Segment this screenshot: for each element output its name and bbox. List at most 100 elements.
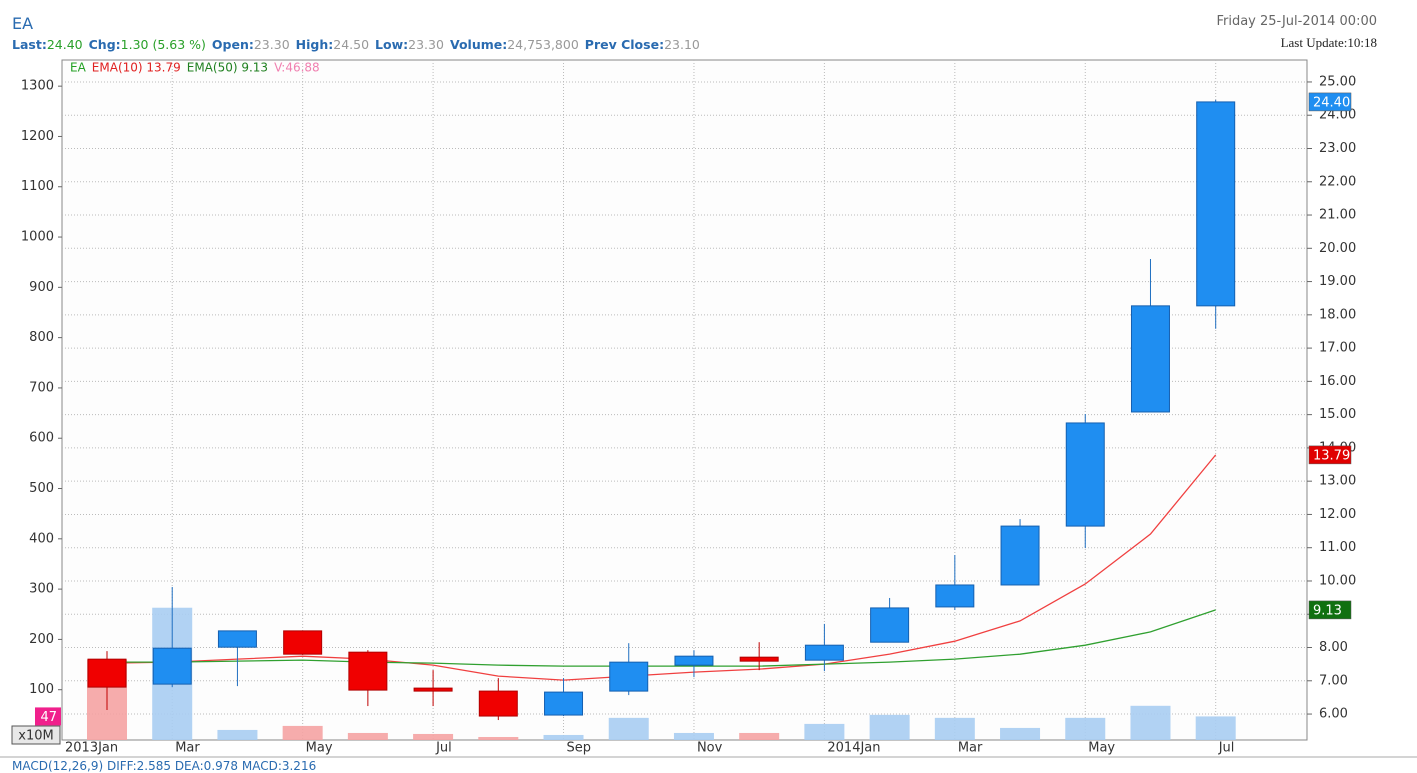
stat-label: Chg: <box>88 37 121 52</box>
y-tick-label: 22.00 <box>1319 174 1356 189</box>
x-tick-label: 2013Jan <box>65 741 118 756</box>
y-tick-label: 23.00 <box>1319 141 1356 156</box>
y-tick-label: 17.00 <box>1319 341 1356 356</box>
y-tick-label: 19.00 <box>1319 274 1356 289</box>
y2-tick-label: 300 <box>29 582 54 597</box>
candle-body <box>674 655 714 666</box>
volume-bar <box>934 717 975 740</box>
unit-box <box>11 725 61 745</box>
candle-body <box>152 647 192 685</box>
y-tick-label: 15.00 <box>1319 407 1356 422</box>
y-tick-label: 16.00 <box>1319 374 1356 389</box>
y-tick-label: 6.00 <box>1319 707 1348 722</box>
candle-body <box>348 651 388 691</box>
y2-tick-label: 700 <box>29 380 54 395</box>
x-tick-label: Nov <box>697 741 723 756</box>
y2-tick-label: 1200 <box>21 129 54 144</box>
volume-marker-label: 47 <box>40 710 57 725</box>
x-tick-label: Mar <box>175 741 200 756</box>
y-tick-label: 7.00 <box>1319 673 1348 688</box>
volume-bar <box>282 725 323 740</box>
stats-bar: Last:24.40 Chg:1.30 (5.63 %) Open:23.30 Hig… <box>12 37 706 52</box>
y-tick-label: 24.00 <box>1319 108 1356 123</box>
price-marker <box>1308 445 1352 465</box>
stat-value: 1.30 (5.63 %) <box>120 37 206 52</box>
y2-tick-label: 400 <box>29 531 54 546</box>
candle-body <box>1065 422 1105 527</box>
ema-line <box>107 609 1216 667</box>
x-tick-label: May <box>306 741 333 756</box>
candle-body <box>283 630 323 655</box>
volume-bar <box>217 729 258 740</box>
stat-value: 23.10 <box>664 37 700 52</box>
stat-value: 24.40 <box>46 37 83 52</box>
macd-legend: MACD(12,26,9) DIFF:2.585 DEA:0.978 MACD:… <box>12 759 317 773</box>
y2-tick-label: 900 <box>29 280 54 295</box>
legend-entry: V:46.88 <box>274 61 320 75</box>
volume-bar <box>1000 727 1041 740</box>
x-tick-label: Jul <box>435 741 452 756</box>
y2-tick-label: 800 <box>29 330 54 345</box>
stat-value: 24,753,800 <box>507 37 579 52</box>
candle-body <box>870 607 910 643</box>
candle-body <box>1196 101 1236 307</box>
y2-tick-label: 1300 <box>21 79 54 94</box>
y2-tick-label: 200 <box>29 632 54 647</box>
volume-marker <box>35 707 61 726</box>
legend-entry: EMA(50) 9.13 <box>187 61 268 75</box>
volume-bar <box>608 717 649 740</box>
volume-bar <box>478 736 519 740</box>
volume-bar <box>673 732 714 740</box>
price-marker-label: 13.79 <box>1313 448 1350 463</box>
ema-line <box>106 454 1217 681</box>
x-tick-label: Sep <box>567 741 592 756</box>
y2-unit: x10M <box>18 729 53 744</box>
volume-bar <box>1130 705 1171 740</box>
y-tick-label: 21.00 <box>1319 208 1356 223</box>
volume-bar <box>1195 716 1236 740</box>
volume-bar <box>1065 717 1106 740</box>
y-tick-label: 11.00 <box>1319 540 1356 555</box>
volume-bar <box>413 733 454 740</box>
candle-body <box>413 687 453 692</box>
stat-value: 23.30 <box>253 37 290 52</box>
candle-body <box>1000 525 1040 586</box>
volume-bar <box>543 734 584 740</box>
stat-label: Prev Close: <box>584 37 665 52</box>
candle-body <box>804 644 844 661</box>
y-tick-label: 12.00 <box>1319 507 1356 522</box>
plot-area <box>61 59 1308 741</box>
price-marker-label: 9.13 <box>1313 603 1342 618</box>
candle-body <box>478 690 518 717</box>
stat-label: Low: <box>375 37 409 52</box>
y2-tick-label: 500 <box>29 481 54 496</box>
stat-value: 24.50 <box>333 37 370 52</box>
stat-label: Open: <box>211 37 254 52</box>
y2-tick-label: 1000 <box>21 230 54 245</box>
x-tick-label: 2014Jan <box>827 741 880 756</box>
volume-bar <box>347 732 388 740</box>
y-tick-label: 8.00 <box>1319 640 1348 655</box>
legend-entry: EA <box>70 61 87 75</box>
y-tick-label: 13.00 <box>1319 474 1356 489</box>
legend-entry: EMA(10) 13.79 <box>92 61 181 75</box>
candle-body <box>1130 305 1170 413</box>
price-marker <box>1308 92 1352 112</box>
x-tick-label: May <box>1088 741 1115 756</box>
y2-tick-label: 600 <box>29 431 54 446</box>
candle-body <box>87 658 127 688</box>
y-tick-label: 20.00 <box>1319 241 1356 256</box>
price-marker <box>1308 600 1352 620</box>
volume-bar <box>804 723 845 740</box>
volume-bar <box>739 732 780 740</box>
x-tick-label: Mar <box>958 741 983 756</box>
symbol: EA <box>12 14 34 33</box>
stat-label: High: <box>295 37 334 52</box>
y-tick-label: 10.00 <box>1319 573 1356 588</box>
volume-bar <box>869 714 910 740</box>
y-tick-label: 25.00 <box>1319 74 1356 89</box>
candle-body <box>217 630 257 648</box>
last-update: Last Update:10:18 <box>1280 35 1377 50</box>
